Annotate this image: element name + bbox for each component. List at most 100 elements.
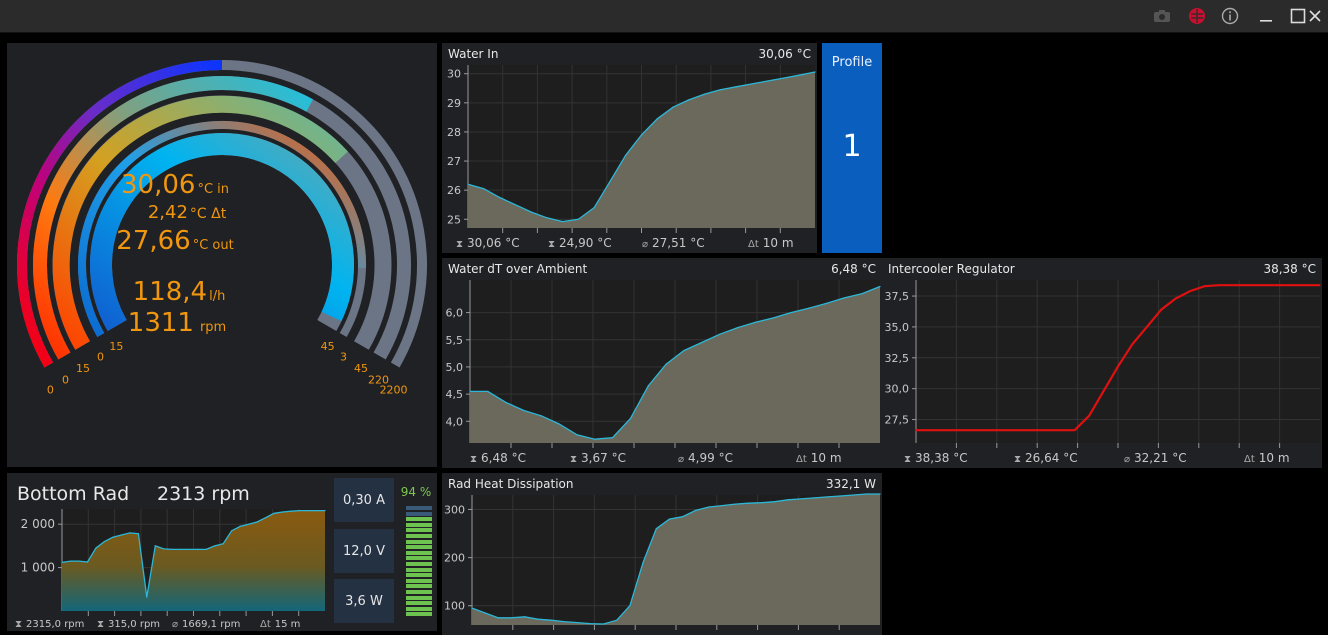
data-point: [505, 401, 507, 403]
data-point: [1146, 326, 1148, 328]
data-point: [214, 545, 216, 547]
data-point: [703, 93, 706, 95]
data-point: [61, 561, 63, 563]
maximize-icon[interactable]: [1285, 4, 1311, 28]
intercooler-chart: 27,5 30,0 32,5 35,0 37,5: [885, 280, 1321, 448]
bottom-rad-avg: ⌀ 1669,1 rpm: [172, 619, 241, 630]
series-area: [468, 72, 815, 228]
camera-icon[interactable]: [1149, 4, 1175, 28]
voltage-box: 12,0 V: [334, 529, 394, 573]
water-dt-panel[interactable]: Water dT over Ambient 6,48 °C 4,0 4,5 5,0 5…: [442, 258, 882, 468]
data-point: [510, 617, 513, 619]
data-point: [467, 183, 469, 185]
rad-heat-panel[interactable]: Rad Heat Dissipation 332,1 W 100 200 300: [442, 473, 882, 635]
current-box: 0,30 A: [334, 478, 394, 522]
intercooler-panel[interactable]: Intercooler Regulator 38,38 °C 27,5 30,0 3…: [882, 258, 1322, 468]
data-point: [256, 521, 258, 523]
y-tick-label: 30: [447, 68, 461, 81]
power-box: 3,6 W: [334, 579, 394, 623]
data-point: [915, 429, 917, 431]
data-point: [616, 619, 618, 621]
data-point: [839, 495, 842, 497]
data-point: [681, 516, 684, 518]
data-point: [665, 363, 667, 365]
data-point: [790, 312, 792, 314]
data-point: [290, 510, 292, 512]
water-in-span: Δt 10 m: [748, 236, 794, 250]
data-point: [808, 307, 810, 309]
water-dt-min: ⧗ 3,67 °C: [570, 451, 626, 465]
bottom-rad-span: Δt 15 m: [260, 619, 301, 630]
level-segment: [406, 584, 432, 589]
series-line: [471, 493, 880, 625]
bottom-rad-chart: 1 000 2 000: [21, 509, 326, 616]
y-tick-label: 37,5: [885, 290, 910, 303]
level-segment: [406, 511, 432, 516]
time-span-icon: Δt: [796, 454, 807, 465]
water-in-panel[interactable]: Water In 30,06 °C 25 26 27 28 29 30 ⧗ 30,06 °C…: [442, 43, 817, 253]
delta-ring-fill: [78, 120, 367, 337]
max-icon: ⧗: [456, 239, 464, 250]
data-point: [1218, 284, 1220, 286]
rpm-ring-fill: [17, 60, 223, 368]
intercooler-min: ⧗ 26,64 °C: [1014, 451, 1078, 465]
time-span-icon: Δt: [260, 619, 271, 630]
profile-tile[interactable]: Profile 1: [822, 43, 882, 253]
water-in-avg: ⌀ 27,51 °C: [642, 236, 705, 250]
aquasuite-logo-icon[interactable]: [1184, 4, 1210, 28]
data-point: [760, 502, 763, 504]
data-point: [708, 506, 710, 508]
data-point: [629, 417, 632, 420]
data-point: [609, 180, 611, 183]
data-point: [112, 536, 114, 538]
minimize-icon[interactable]: [1253, 4, 1279, 28]
rad-heat-current: 332,1 W: [825, 477, 876, 491]
min-icon: ⧗: [570, 454, 578, 465]
data-point: [498, 196, 501, 199]
data-point: [642, 561, 644, 564]
data-point: [1175, 297, 1177, 300]
data-point: [734, 503, 736, 505]
level-segment: [406, 573, 432, 578]
data-point: [640, 134, 643, 136]
scale-min-label: 0: [62, 374, 69, 387]
data-point: [672, 106, 674, 108]
y-tick-label: 5,0: [446, 361, 464, 374]
data-point: [1261, 284, 1263, 286]
average-icon: ⌀: [642, 239, 649, 250]
data-point: [248, 523, 250, 525]
bottom-rad-rpm: 2313 rpm: [157, 483, 250, 505]
level-segment: [406, 545, 432, 550]
pump-rpm-unit: rpm: [200, 320, 226, 335]
info-icon[interactable]: [1217, 4, 1243, 28]
level-segment: [406, 517, 432, 522]
data-point: [1102, 390, 1105, 392]
data-point: [866, 493, 868, 495]
data-point: [163, 548, 165, 550]
data-point: [146, 596, 148, 598]
temp-in-unit: °C in: [197, 182, 229, 197]
intercooler-title: Intercooler Regulator: [888, 262, 1015, 276]
data-point: [514, 204, 516, 206]
flow-ring-fill: [33, 76, 314, 360]
data-point: [629, 605, 631, 607]
average-icon: ⌀: [172, 619, 179, 630]
data-point: [197, 548, 199, 550]
bottom-rad-panel[interactable]: Bottom Rad 2313 rpm 1 000 2 000 ⧗ 2315,0 r…: [7, 473, 437, 631]
temp-out-unit: °C out: [193, 238, 234, 253]
data-point: [1074, 429, 1076, 431]
data-point: [1189, 290, 1191, 292]
close-icon[interactable]: [1302, 4, 1328, 28]
data-point: [668, 518, 671, 520]
level-segment: [406, 595, 432, 600]
data-point: [205, 548, 207, 550]
data-point: [688, 99, 690, 101]
scale-max-label: 2200: [380, 384, 408, 397]
svg-text:118,4l/h: 118,4 l/h: [133, 277, 226, 307]
level-segment: [406, 606, 432, 611]
water-in-chart: 25 26 27 28 29 30: [447, 65, 816, 233]
data-point: [787, 499, 789, 501]
svg-text:27,66°C out: 27,66 °C out: [116, 226, 233, 256]
intercooler-avg: ⌀ 32,21 °C: [1124, 451, 1187, 465]
data-point: [576, 434, 578, 436]
